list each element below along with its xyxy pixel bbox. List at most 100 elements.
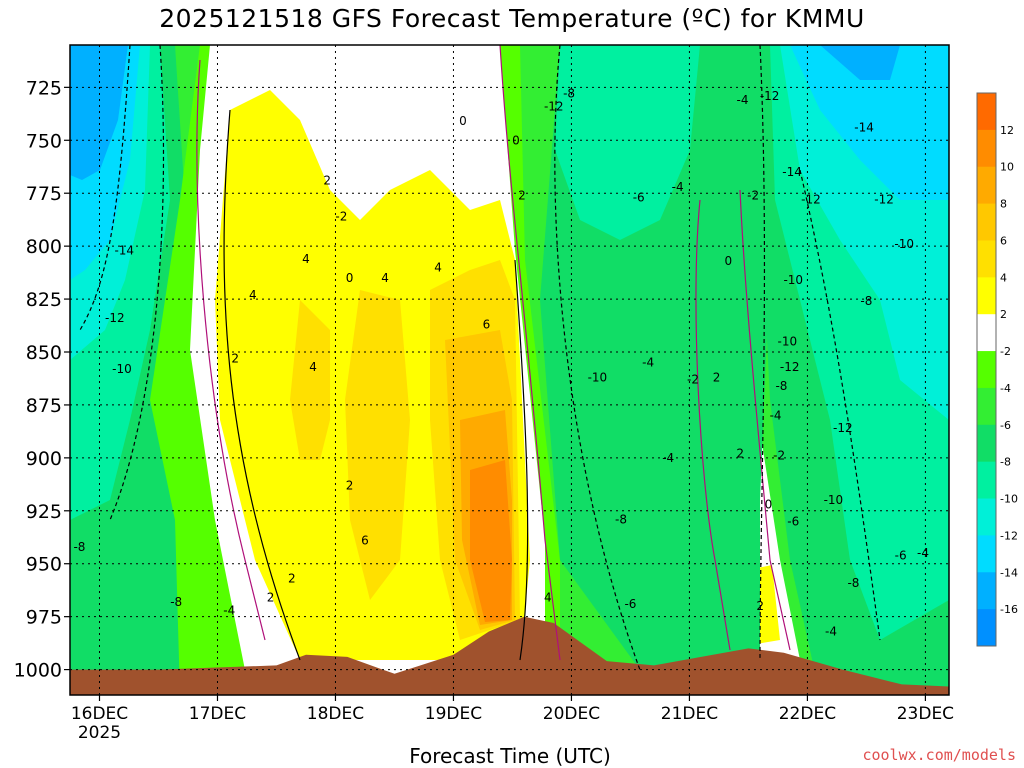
contour-label: 2 bbox=[713, 370, 721, 384]
contour-label: -6 bbox=[624, 597, 636, 611]
contour-label: -10 bbox=[588, 370, 608, 384]
x-axis-label: Forecast Time (UTC) bbox=[409, 744, 611, 768]
contour-label: 2 bbox=[736, 447, 744, 461]
contour-label: -14 bbox=[114, 243, 134, 257]
contour-label: 4 bbox=[381, 271, 389, 285]
contour-label: -12 bbox=[760, 89, 780, 103]
chart-title: 2025121518 GFS Forecast Temperature (ºC)… bbox=[159, 4, 865, 33]
x-year-label: 2025 bbox=[78, 723, 121, 743]
contour-label: 0 bbox=[765, 497, 773, 511]
y-tick-label: 950 bbox=[26, 554, 62, 576]
colorbar-swatch bbox=[977, 240, 996, 278]
colorbar-label: 4 bbox=[1000, 271, 1007, 284]
contour-label: -10 bbox=[112, 362, 132, 376]
contour-label: -12 bbox=[801, 193, 821, 207]
contour-label: -8 bbox=[563, 87, 575, 101]
contour-label: 2 bbox=[231, 351, 239, 365]
colorbar-swatch bbox=[977, 387, 996, 426]
contour-label: -8 bbox=[860, 294, 872, 308]
colorbar-swatch bbox=[977, 424, 996, 463]
colorbar-label: -2 bbox=[1000, 345, 1011, 358]
x-tick-label: 18DEC bbox=[307, 704, 364, 724]
contour-label: 0 bbox=[725, 254, 733, 268]
colorbar-swatch bbox=[977, 609, 996, 647]
contour-label: -8 bbox=[615, 512, 627, 526]
colorbar-swatch bbox=[977, 277, 996, 315]
contour-label: -8 bbox=[847, 576, 859, 590]
x-tick-label: 19DEC bbox=[425, 704, 482, 724]
contour-label: -6 bbox=[895, 548, 907, 562]
contour-label: 6 bbox=[361, 533, 369, 547]
colorbar-label: -6 bbox=[1000, 419, 1011, 432]
contour-label: -14 bbox=[854, 121, 874, 135]
contour-label: -2 bbox=[747, 188, 759, 202]
contour-label: -12 bbox=[874, 193, 894, 207]
colorbar-swatch bbox=[977, 572, 996, 610]
contour-label: -10 bbox=[824, 493, 844, 507]
contour-label: -6 bbox=[787, 514, 799, 528]
contour-label: -6 bbox=[633, 190, 645, 204]
contour-label: 0 bbox=[512, 133, 520, 147]
colorbar-label: -4 bbox=[1000, 382, 1011, 395]
contour-label: -8 bbox=[775, 379, 787, 393]
contour-label: -10 bbox=[778, 334, 798, 348]
colorbar-label: 10 bbox=[1000, 161, 1014, 174]
y-tick-label: 725 bbox=[26, 77, 62, 99]
contour-lines bbox=[79, 45, 881, 671]
y-tick-label: 875 bbox=[26, 395, 62, 417]
contour-label: -10 bbox=[783, 273, 803, 287]
colorbar-swatch bbox=[977, 166, 996, 205]
colorbar-label: -10 bbox=[1000, 493, 1018, 506]
contour-label: -4 bbox=[662, 451, 674, 465]
contour-label: -14 bbox=[782, 165, 802, 179]
contour-label: 2 bbox=[518, 188, 526, 202]
contour-label: 4 bbox=[309, 360, 317, 374]
x-tick-label: 21DEC bbox=[661, 704, 718, 724]
temperature-field bbox=[70, 45, 949, 695]
colorbar-swatch bbox=[977, 314, 996, 352]
colorbar-label: -8 bbox=[1000, 456, 1011, 469]
y-tick-label: 900 bbox=[26, 448, 62, 470]
contour-label: -12 bbox=[544, 99, 564, 113]
colorbar-swatch bbox=[977, 461, 996, 500]
contour-label: -8 bbox=[170, 595, 182, 609]
contour-label: -12 bbox=[780, 360, 800, 374]
y-tick-label: 1000 bbox=[14, 660, 62, 682]
contour-label: 2 bbox=[346, 478, 354, 492]
contour-label: -4 bbox=[223, 603, 235, 617]
contour-label: -4 bbox=[672, 180, 684, 194]
contour-label: -4 bbox=[642, 356, 654, 370]
x-axis: 16DEC 17DEC 18DEC 19DEC 20DEC 21DEC 22DEC 23DEC… bbox=[71, 695, 954, 743]
contour-label: 4 bbox=[249, 288, 257, 302]
y-tick-label: 750 bbox=[26, 130, 62, 152]
contour-label: 4 bbox=[302, 252, 310, 266]
contour-label: 0 bbox=[346, 271, 354, 285]
credit-text: coolwx.com/models bbox=[862, 746, 1016, 764]
x-tick-label: 22DEC bbox=[779, 704, 836, 724]
contour-label: 4 bbox=[434, 260, 442, 274]
contour-label: -2 bbox=[335, 209, 347, 223]
colorbar-label: -16 bbox=[1000, 603, 1018, 616]
x-tick-label: 20DEC bbox=[543, 704, 600, 724]
y-tick-label: 825 bbox=[26, 289, 62, 311]
terrain-surface bbox=[70, 616, 949, 695]
contour-label: -8 bbox=[73, 540, 85, 554]
colorbar-label: 2 bbox=[1000, 308, 1007, 321]
contour-label: -4 bbox=[825, 624, 837, 638]
colorbar-swatch bbox=[977, 93, 996, 131]
contour-label: 2 bbox=[323, 174, 331, 188]
contour-label: -4 bbox=[737, 93, 749, 107]
y-tick-label: 775 bbox=[26, 183, 62, 205]
y-tick-label: 925 bbox=[26, 501, 62, 523]
contour-label: 2 bbox=[288, 572, 296, 586]
y-axis: 725 750 775 800 825 850 875 900 925 950 975 1000 bbox=[14, 77, 70, 682]
x-tick-label: 23DEC bbox=[897, 704, 954, 724]
colorbar-swatch bbox=[977, 535, 996, 573]
contour-label: -2 bbox=[773, 449, 785, 463]
colorbar-label: -12 bbox=[1000, 529, 1018, 542]
x-tick-label: 17DEC bbox=[189, 704, 246, 724]
colorbar-label: -14 bbox=[1000, 566, 1018, 579]
y-tick-label: 850 bbox=[26, 342, 62, 364]
contour-label: -4 bbox=[770, 409, 782, 423]
contour-label: -12 bbox=[833, 421, 853, 435]
